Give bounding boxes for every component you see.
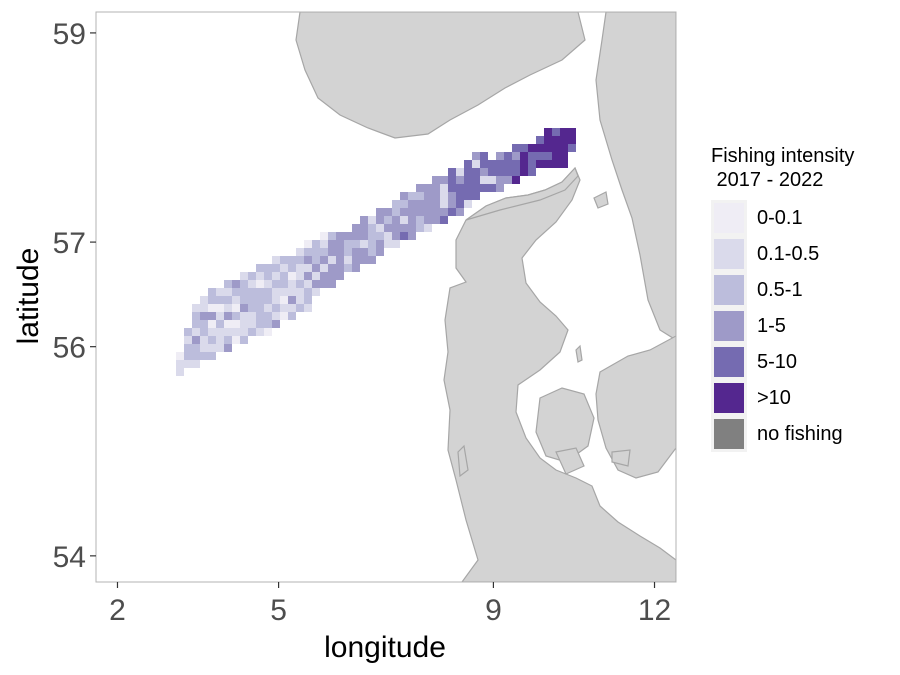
land-jutland <box>443 166 676 582</box>
panel-border <box>95 11 677 583</box>
legend-label: >10 <box>757 386 791 409</box>
legend-title: Fishing intensity 2017 - 2022 <box>711 145 855 191</box>
legend-item: 1-5 <box>711 308 854 344</box>
legend-label: 0.1-0.5 <box>757 242 820 265</box>
y-axis-title: latitude <box>12 248 45 345</box>
y-tick-label: 54 <box>53 541 86 574</box>
legend-label: 0.5-1 <box>757 278 803 301</box>
legend-swatch <box>711 200 747 236</box>
legend-item: 0.5-1 <box>711 272 854 308</box>
legend-item: 0.1-0.5 <box>711 236 854 272</box>
legend-item: 0-0.1 <box>711 200 854 236</box>
x-tick-label: 5 <box>270 594 287 627</box>
legend-item: no fishing <box>711 416 854 452</box>
legend-swatch <box>711 380 747 416</box>
legend-swatch <box>711 236 747 272</box>
land-island <box>611 449 631 467</box>
legend-swatch <box>711 272 747 308</box>
legend-label: 1-5 <box>757 314 786 337</box>
land-jutland-tip <box>465 166 579 221</box>
legend-swatch <box>711 416 747 452</box>
legend-swatch <box>711 344 747 380</box>
land-sweden <box>595 12 676 341</box>
legend-label: no fishing <box>757 422 843 445</box>
legend-items: 0-0.1 0.1-0.5 0.5-1 1-5 5-10 >10 no fishing <box>711 200 854 452</box>
y-tick-label: 59 <box>53 18 86 51</box>
legend-label: 0-0.1 <box>757 206 803 229</box>
legend-swatch <box>711 308 747 344</box>
land-island <box>593 191 609 209</box>
y-tick-label: 56 <box>53 332 86 365</box>
x-axis-title: longitude <box>324 631 446 664</box>
x-tick-label: 2 <box>109 594 126 627</box>
fishing-footprint <box>176 128 576 376</box>
land-norway <box>295 12 586 139</box>
legend-item: >10 <box>711 380 854 416</box>
land-island <box>555 447 585 475</box>
legend-label: 5-10 <box>757 350 798 373</box>
land-funen <box>535 387 595 463</box>
land-island <box>575 344 583 363</box>
x-tick-label: 12 <box>638 594 671 627</box>
legend-item: 5-10 <box>711 344 854 380</box>
x-tick-label: 9 <box>485 594 502 627</box>
land-zealand <box>595 335 676 479</box>
land-island <box>457 444 469 478</box>
y-tick-label: 57 <box>53 227 86 260</box>
legend: Fishing intensity 2017 - 2022 0-0.1 0.1-0… <box>711 144 854 452</box>
